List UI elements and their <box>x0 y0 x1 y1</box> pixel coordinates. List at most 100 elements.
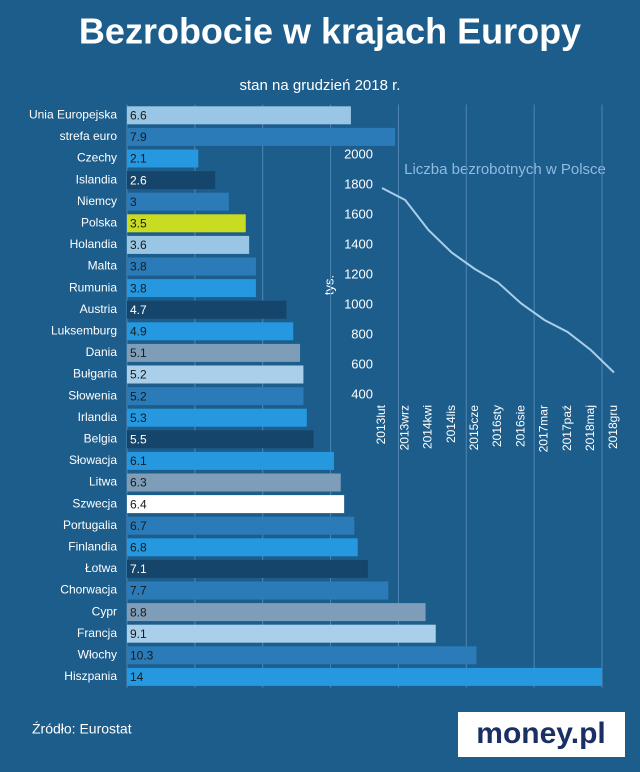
y-tick-label: 1000 <box>344 296 373 311</box>
y-tick-label: Austria <box>80 302 118 316</box>
x-tick-label: 2015cze <box>467 405 481 451</box>
value-label: 6.6 <box>130 108 147 122</box>
y-tick-label: 600 <box>351 356 373 371</box>
value-label: 6.4 <box>130 497 147 511</box>
x-tick-label: 2016sty <box>490 405 504 447</box>
value-label: 7.9 <box>130 130 147 144</box>
y-tick-label: Irlandia <box>78 410 118 424</box>
bar <box>127 127 396 146</box>
bar <box>127 624 436 643</box>
y-tick-label: Luksemburg <box>51 323 117 337</box>
value-label: 8.8 <box>130 605 147 619</box>
bar <box>127 603 426 622</box>
y-tick-label: 1600 <box>344 206 373 221</box>
value-label: 3.6 <box>130 238 147 252</box>
y-tick-label: 1400 <box>344 236 373 251</box>
inset-title: Liczba bezrobotnych w Polsce <box>404 161 606 178</box>
bar <box>127 667 602 686</box>
bar <box>127 149 199 168</box>
y-tick-label: Finlandia <box>68 539 117 553</box>
logo: money.pl <box>476 717 605 750</box>
x-tick-label: 2014lis <box>444 405 458 443</box>
x-tick-label: 2016sie <box>513 405 527 447</box>
x-tick-label: 2017mar <box>537 405 551 452</box>
bar <box>127 257 256 276</box>
bar <box>127 559 368 578</box>
bar <box>127 495 345 514</box>
chart-title: Bezrobocie w krajach Europy <box>79 11 581 52</box>
value-label: 4.9 <box>130 324 147 338</box>
bar <box>127 343 301 362</box>
y-tick-label: Polska <box>81 215 117 229</box>
value-label: 2.6 <box>130 173 147 187</box>
bar <box>127 387 304 406</box>
value-label: 9.1 <box>130 627 147 641</box>
line <box>381 187 615 374</box>
x-tick-label: 2018gru <box>606 405 620 449</box>
bar <box>127 192 229 211</box>
y-tick-label: 1200 <box>344 266 373 281</box>
value-label: 6.1 <box>130 454 147 468</box>
y-tick-label: Francja <box>77 626 117 640</box>
bar <box>127 300 287 319</box>
value-label: 3.8 <box>130 260 147 274</box>
x-tick-label: 2013wrz <box>397 405 411 450</box>
y-tick-label: 800 <box>351 326 373 341</box>
bar <box>127 279 256 298</box>
y-tick-label: Unia Europejska <box>29 107 117 121</box>
y-tick-label: Malta <box>88 259 118 273</box>
y-tick-label: Chorwacja <box>60 583 117 597</box>
value-label: 6.7 <box>130 519 147 533</box>
bar <box>127 430 314 449</box>
logo-box <box>458 712 625 757</box>
x-tick-label: 2017paź <box>560 405 574 451</box>
y-tick-label: Belgia <box>84 431 118 445</box>
bar <box>127 322 294 341</box>
y-tick-label: Hiszpania <box>64 669 117 683</box>
y-tick-label: Łotwa <box>85 561 117 575</box>
bar <box>127 408 307 427</box>
y-tick-label: Portugalia <box>63 518 117 532</box>
x-tick-label: 2018maj <box>583 405 597 451</box>
value-label: 6.8 <box>130 540 147 554</box>
bar <box>127 171 216 190</box>
x-tick-label: 2013lut <box>374 404 388 444</box>
y-tick-label: 400 <box>351 386 373 401</box>
y-tick-label: Słowenia <box>68 388 117 402</box>
value-label: 5.1 <box>130 346 147 360</box>
y-tick-label: Litwa <box>89 475 117 489</box>
y-tick-label: strefa euro <box>60 129 118 143</box>
bar <box>127 365 304 384</box>
bar <box>127 451 334 470</box>
y-tick-label: Islandia <box>76 172 118 186</box>
bar <box>127 646 477 665</box>
y-tick-label: Słowacja <box>69 453 117 467</box>
value-label: 3.5 <box>130 216 147 230</box>
y-tick-label: Niemcy <box>77 194 117 208</box>
value-label: 5.5 <box>130 432 147 446</box>
value-label: 5.3 <box>130 411 147 425</box>
value-label: 5.2 <box>130 389 147 403</box>
bar <box>127 516 355 535</box>
value-label: 6.3 <box>130 476 147 490</box>
y-tick-label: Bułgaria <box>73 367 117 381</box>
bar <box>127 538 358 557</box>
chart-subtitle: stan na grudzień 2018 r. <box>240 77 401 94</box>
source: Źródło: Eurostat <box>32 721 132 737</box>
y-tick-label: 2000 <box>344 146 373 161</box>
y-tick-label: Rumunia <box>69 280 117 294</box>
y-tick-label: Holandia <box>70 237 118 251</box>
value-label: 2.1 <box>130 152 147 166</box>
value-label: 3 <box>130 195 137 209</box>
bar <box>127 106 351 125</box>
bar <box>127 473 341 492</box>
x-tick-label: 2014kwi <box>421 405 435 449</box>
value-label: 7.1 <box>130 562 147 576</box>
value-label: 10.3 <box>130 648 154 662</box>
value-label: 4.7 <box>130 303 147 317</box>
y-tick-label: Cypr <box>92 604 117 618</box>
inset-y-label: tys. <box>321 275 336 295</box>
value-label: 3.8 <box>130 281 147 295</box>
bar <box>127 235 250 254</box>
value-label: 7.7 <box>130 584 147 598</box>
